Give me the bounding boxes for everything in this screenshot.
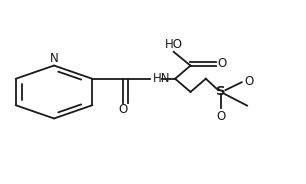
Text: S: S [216,85,226,98]
Text: O: O [118,103,127,116]
Text: O: O [217,110,226,123]
Text: HO: HO [165,38,183,51]
Text: O: O [217,57,226,70]
Text: N: N [50,52,58,65]
Text: O: O [244,75,253,88]
Text: HN: HN [153,72,171,85]
